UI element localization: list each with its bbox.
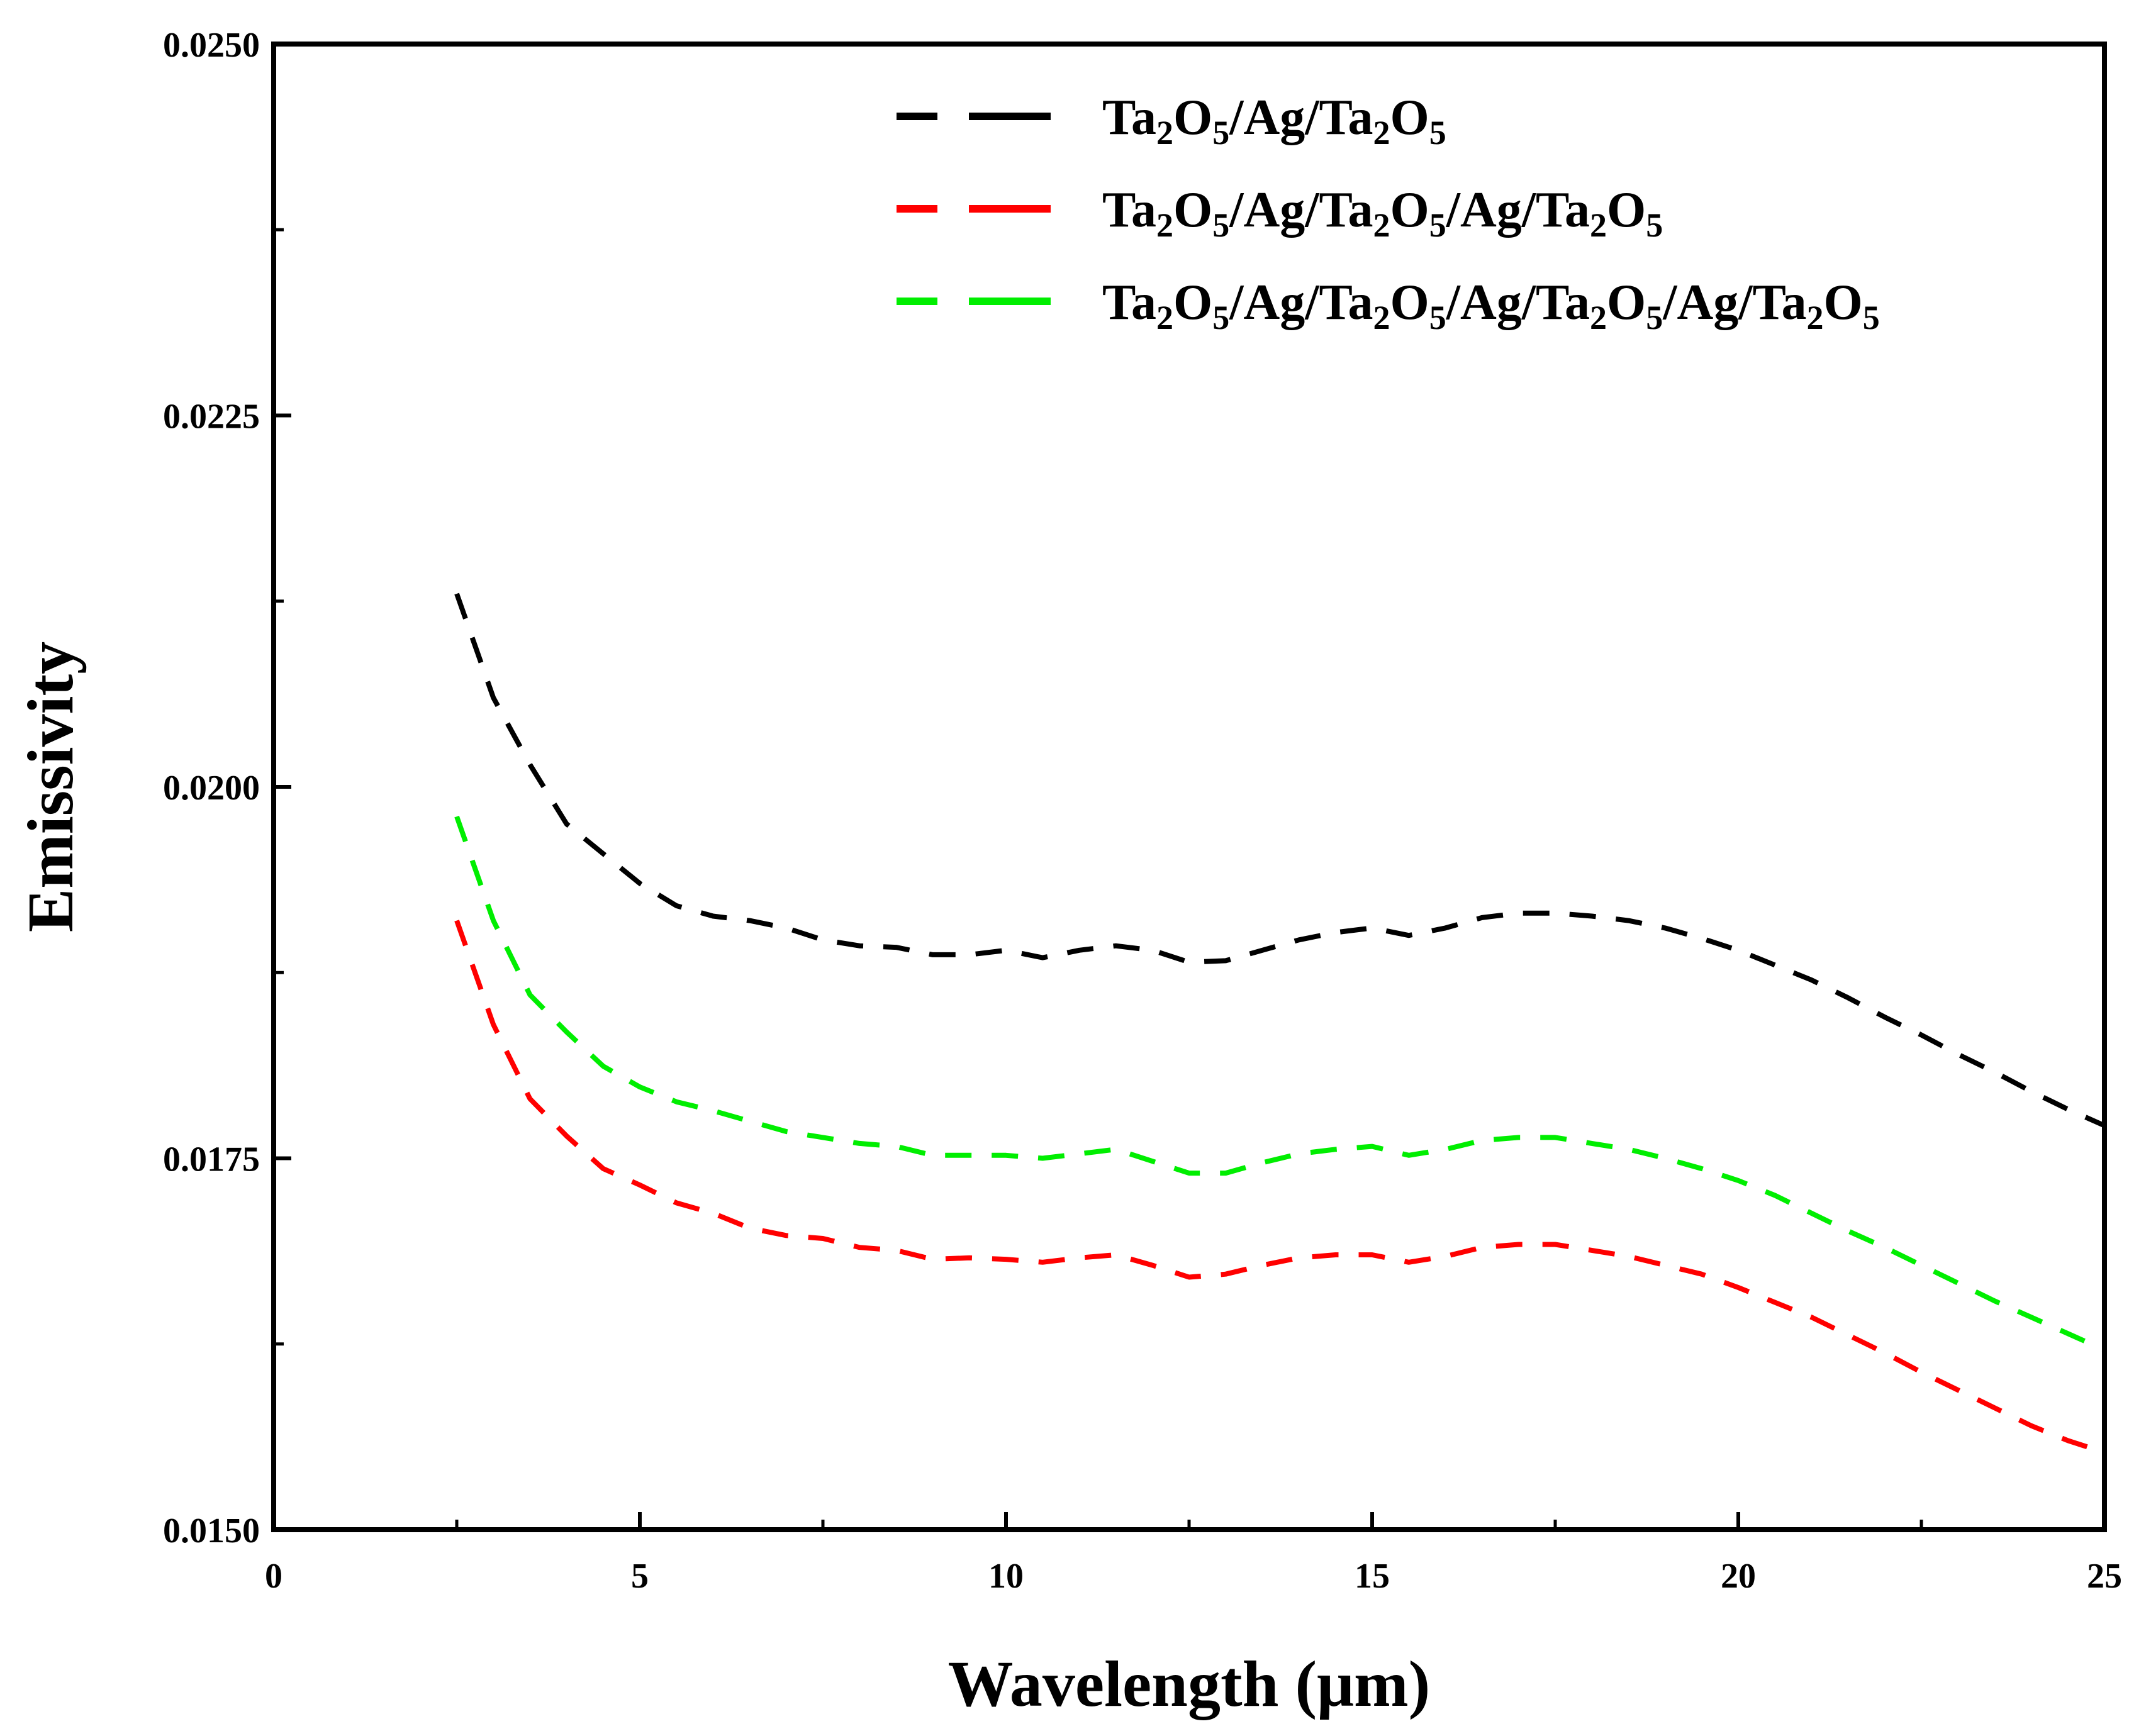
y-tick-label: 0.0250 bbox=[163, 26, 260, 65]
legend-entry-2: Ta2O5/Ag/Ta2O5/Ag/Ta2O5 bbox=[897, 182, 1663, 244]
legend-entry-1: Ta2O5/Ag/Ta2O5 bbox=[897, 90, 1446, 152]
y-tick-label: 0.0225 bbox=[163, 398, 260, 437]
x-axis-title: Wavelength (μm) bbox=[948, 1648, 1431, 1720]
series-line-3 bbox=[454, 815, 2106, 1352]
y-axis-title: Emissivity bbox=[14, 642, 87, 932]
x-tick-label: 20 bbox=[1721, 1557, 1756, 1596]
series-line-1 bbox=[454, 593, 2106, 1128]
series-line-2 bbox=[454, 920, 2106, 1455]
x-tick-label: 5 bbox=[631, 1557, 649, 1596]
ticks-layer: 0 5 10 15 20 25 0.0150 0.0175 0.0200 0.0225 0.0250 bbox=[163, 26, 2122, 1596]
series-layer bbox=[454, 593, 2106, 1455]
y-tick-label: 0.0200 bbox=[163, 769, 260, 808]
y-tick-label: 0.0175 bbox=[163, 1140, 260, 1179]
x-tick-label: 0 bbox=[265, 1557, 282, 1596]
x-tick-label: 15 bbox=[1355, 1557, 1390, 1596]
x-tick-label: 25 bbox=[2087, 1557, 2122, 1596]
legend-label: Ta2O5/Ag/Ta2O5/Ag/Ta2O5/Ag/Ta2O5 bbox=[1102, 275, 1880, 337]
legend-label: Ta2O5/Ag/Ta2O5/Ag/Ta2O5 bbox=[1102, 182, 1663, 244]
plot-frame bbox=[271, 42, 2107, 1532]
legend-label: Ta2O5/Ag/Ta2O5 bbox=[1102, 90, 1446, 152]
legend-entry-3: Ta2O5/Ag/Ta2O5/Ag/Ta2O5/Ag/Ta2O5 bbox=[897, 275, 1880, 337]
legend: Ta2O5/Ag/Ta2O5 Ta2O5/Ag/Ta2O5/Ag/Ta2O5 Ta2… bbox=[897, 90, 1880, 337]
y-tick-label: 0.0150 bbox=[163, 1511, 260, 1550]
x-tick-label: 10 bbox=[988, 1557, 1024, 1596]
